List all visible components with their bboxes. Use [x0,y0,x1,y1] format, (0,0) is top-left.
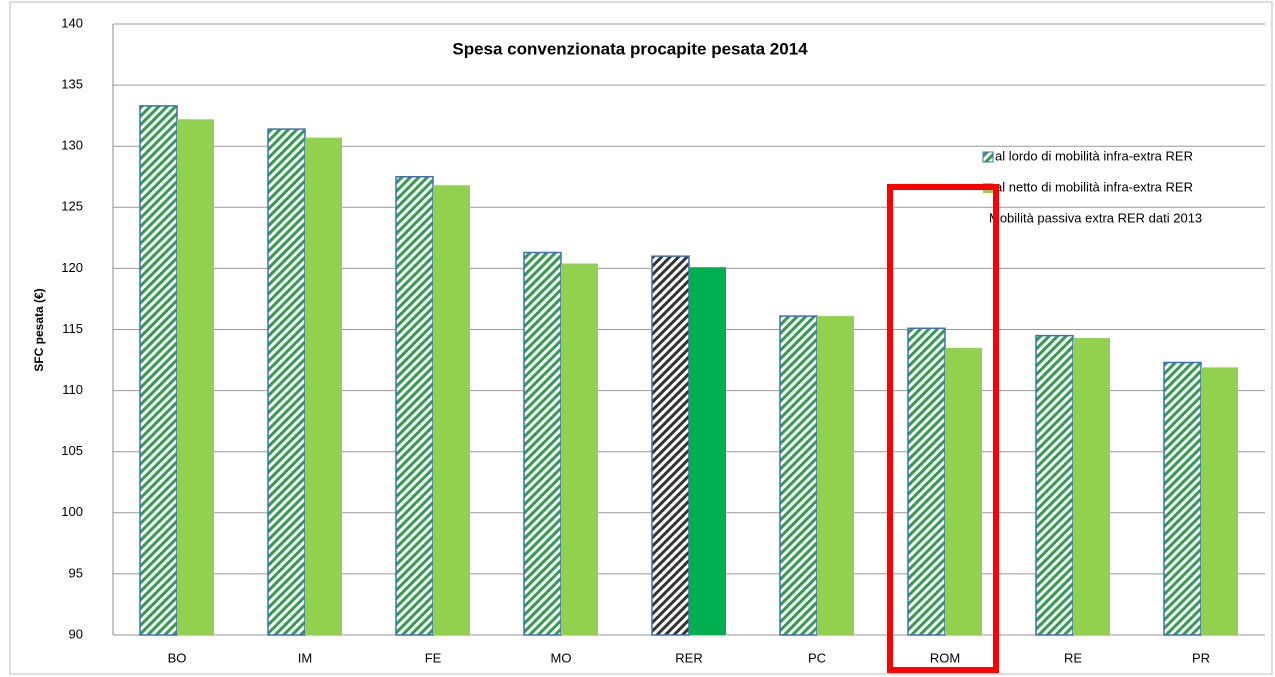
bar [1163,361,1202,636]
bar [817,316,854,635]
y-tick-label: 115 [62,321,83,336]
y-tick-label: 90 [69,626,83,641]
x-tick-label: IM [298,650,312,665]
bar [139,105,178,636]
x-tick-label: FE [425,650,442,665]
x-tick-label: RE [1064,650,1082,665]
bar [907,327,946,636]
y-tick-label: 110 [62,382,83,397]
bar [689,267,726,635]
y-tick-label: 95 [69,565,83,580]
y-tick-label: 100 [61,504,83,519]
y-tick-label: 130 [61,138,83,153]
y-tick-label: 120 [61,260,83,275]
bar [779,315,818,636]
bar [305,137,342,635]
bar [1035,334,1074,636]
y-tick-label: 125 [61,199,83,214]
x-tick-label: PR [1192,650,1210,665]
chart-frame [9,1,1273,675]
y-tick-label: 140 [61,15,83,30]
bar [1073,338,1110,635]
chart-title: Spesa convenzionata procapite pesata 201… [452,39,808,58]
bar [177,119,214,636]
x-tick-label: MO [551,650,572,665]
bar [651,255,690,636]
x-tick-label: ROM [930,650,960,665]
y-tick-label: 135 [61,77,83,92]
highlight-box [887,184,999,673]
bar [945,347,982,635]
legend-label: al lordo di mobilità infra-extra RER [995,148,1193,163]
bar [561,263,598,635]
bar [395,176,434,636]
y-axis-label: SFC pesata (€) [32,288,46,371]
legend-label: al netto di mobilità infra-extra RER [995,179,1193,194]
bar [1201,367,1238,635]
bar [433,185,470,635]
bar [523,251,562,636]
note: Mobilità passiva extra RER dati 2013 [989,210,1202,225]
legend-marker [982,151,994,163]
x-tick-label: BO [168,650,187,665]
bar [267,128,306,636]
y-tick-label: 105 [61,443,83,458]
x-tick-label: PC [808,650,826,665]
x-tick-label: RER [675,650,702,665]
